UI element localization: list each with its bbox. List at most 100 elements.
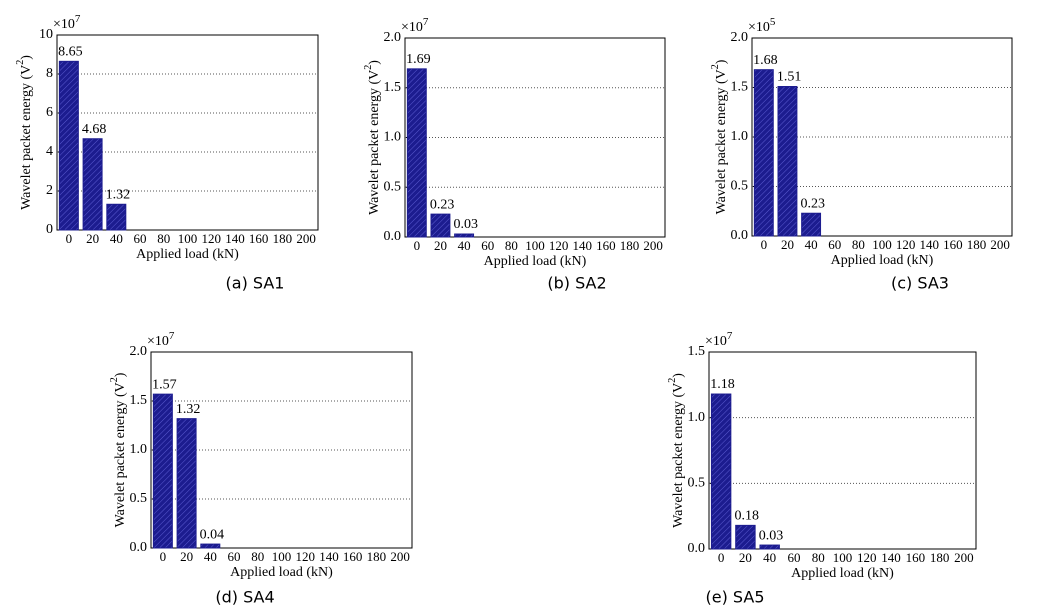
value-label: 1.32 bbox=[176, 402, 201, 417]
y-scale: ×105 bbox=[748, 16, 776, 36]
y-tick-label: 1.0 bbox=[384, 130, 402, 145]
y-axis-label-end: ) bbox=[19, 55, 34, 60]
x-tick-label: 160 bbox=[943, 237, 963, 252]
x-tick-label: 120 bbox=[857, 550, 877, 565]
y-tick-label: 2.0 bbox=[130, 344, 148, 359]
y-scale: ×107 bbox=[705, 330, 733, 350]
x-tick-label: 200 bbox=[954, 550, 974, 565]
caption: (a) SA1 bbox=[226, 274, 285, 293]
x-tick-label: 40 bbox=[805, 237, 818, 252]
y-scale: ×107 bbox=[147, 330, 175, 350]
x-tick-label: 40 bbox=[763, 550, 776, 565]
y-tick-label: 1.5 bbox=[130, 393, 148, 408]
y-axis-label-text: Wavelet packet energy (V bbox=[714, 69, 729, 214]
value-label: 4.68 bbox=[82, 122, 107, 137]
x-axis-label: Applied load (kN) bbox=[230, 565, 333, 580]
x-axis-label: Applied load (kN) bbox=[791, 566, 894, 581]
x-tick-label: 20 bbox=[86, 231, 99, 246]
y-scale-base: ×10 bbox=[401, 20, 423, 35]
bar bbox=[735, 524, 756, 550]
y-axis-label-text: Wavelet packet energy (V bbox=[19, 65, 34, 210]
x-tick-label: 60 bbox=[787, 550, 800, 565]
y-tick-label: 1.0 bbox=[731, 129, 749, 144]
x-tick-label: 60 bbox=[481, 238, 494, 253]
y-scale-base: ×10 bbox=[748, 20, 770, 35]
value-label: 8.65 bbox=[58, 45, 83, 60]
x-tick-label: 0 bbox=[160, 549, 167, 564]
x-tick-label: 0 bbox=[761, 237, 768, 252]
x-tick-label: 100 bbox=[833, 550, 853, 565]
y-tick-label: 1.5 bbox=[731, 80, 749, 95]
bar bbox=[777, 86, 798, 237]
y-scale: ×107 bbox=[53, 13, 81, 33]
x-tick-label: 160 bbox=[906, 550, 926, 565]
x-axis-label: Applied load (kN) bbox=[831, 253, 934, 268]
value-label: 0.04 bbox=[200, 527, 225, 542]
y-tick-label: 0.0 bbox=[688, 541, 706, 556]
y-axis-label: Wavelet packet energy (V2) bbox=[667, 373, 686, 528]
x-tick-label: 0 bbox=[66, 231, 73, 246]
x-tick-label: 80 bbox=[852, 237, 865, 252]
y-tick-label: 0.0 bbox=[384, 229, 402, 244]
value-label: 1.68 bbox=[753, 53, 778, 68]
y-axis-label-end: ) bbox=[367, 60, 382, 65]
y-tick-label: 0.5 bbox=[384, 179, 402, 194]
caption: (e) SA5 bbox=[706, 588, 765, 607]
x-tick-label: 80 bbox=[251, 549, 264, 564]
y-axis-label-end: ) bbox=[714, 59, 729, 64]
bar bbox=[759, 544, 780, 550]
x-tick-label: 40 bbox=[110, 231, 123, 246]
y-axis-label-text: Wavelet packet energy (V bbox=[367, 70, 382, 215]
x-tick-label: 20 bbox=[434, 238, 447, 253]
y-axis-label: Wavelet packet energy (V2) bbox=[363, 60, 382, 215]
value-label: 1.32 bbox=[106, 187, 130, 202]
caption: (b) SA2 bbox=[547, 274, 606, 293]
x-tick-label: 20 bbox=[180, 549, 193, 564]
x-tick-label: 140 bbox=[920, 237, 940, 252]
y-axis-label: Wavelet packet energy (V2) bbox=[109, 372, 128, 527]
bar bbox=[753, 69, 774, 237]
x-tick-label: 140 bbox=[881, 550, 901, 565]
x-tick-label: 160 bbox=[596, 238, 616, 253]
x-tick-label: 80 bbox=[812, 550, 825, 565]
x-tick-label: 0 bbox=[414, 238, 421, 253]
x-axis-label: Applied load (kN) bbox=[136, 247, 239, 262]
bar bbox=[176, 418, 197, 549]
x-tick-label: 120 bbox=[201, 231, 221, 246]
x-tick-label: 200 bbox=[390, 549, 410, 564]
y-axis-label-end: ) bbox=[113, 372, 128, 377]
x-tick-label: 0 bbox=[718, 550, 725, 565]
x-tick-label: 40 bbox=[458, 238, 471, 253]
value-label: 1.51 bbox=[777, 70, 802, 85]
y-axis-label-text: Wavelet packet energy (V bbox=[671, 383, 686, 528]
caption: (c) SA3 bbox=[891, 274, 949, 293]
y-scale-base: ×10 bbox=[53, 17, 75, 32]
y-tick-label: 1.5 bbox=[688, 344, 706, 359]
y-tick-label: 8 bbox=[46, 66, 53, 81]
x-tick-label: 160 bbox=[249, 231, 269, 246]
x-tick-label: 120 bbox=[295, 549, 315, 564]
y-scale-exp: 7 bbox=[169, 330, 175, 342]
x-tick-label: 200 bbox=[296, 231, 316, 246]
value-label: 0.03 bbox=[759, 528, 784, 543]
x-tick-label: 100 bbox=[178, 231, 198, 246]
bar bbox=[200, 543, 221, 549]
value-label: 0.03 bbox=[453, 217, 478, 232]
x-tick-label: 20 bbox=[781, 237, 794, 252]
x-tick-label: 180 bbox=[367, 549, 387, 564]
x-tick-label: 140 bbox=[225, 231, 245, 246]
y-tick-label: 4 bbox=[46, 144, 53, 159]
x-tick-label: 140 bbox=[573, 238, 593, 253]
y-tick-label: 0.5 bbox=[688, 476, 706, 491]
x-tick-label: 20 bbox=[739, 550, 752, 565]
value-label: 0.18 bbox=[734, 509, 759, 524]
bar bbox=[152, 393, 173, 549]
y-axis-label-sup: 2 bbox=[109, 377, 120, 382]
bar bbox=[82, 138, 103, 231]
y-tick-label: 1.0 bbox=[688, 410, 706, 425]
y-axis-label-text: Wavelet packet energy (V bbox=[113, 382, 128, 527]
y-axis-label-end: ) bbox=[671, 373, 686, 378]
value-label: 0.23 bbox=[430, 197, 455, 212]
y-tick-label: 10 bbox=[39, 27, 53, 42]
